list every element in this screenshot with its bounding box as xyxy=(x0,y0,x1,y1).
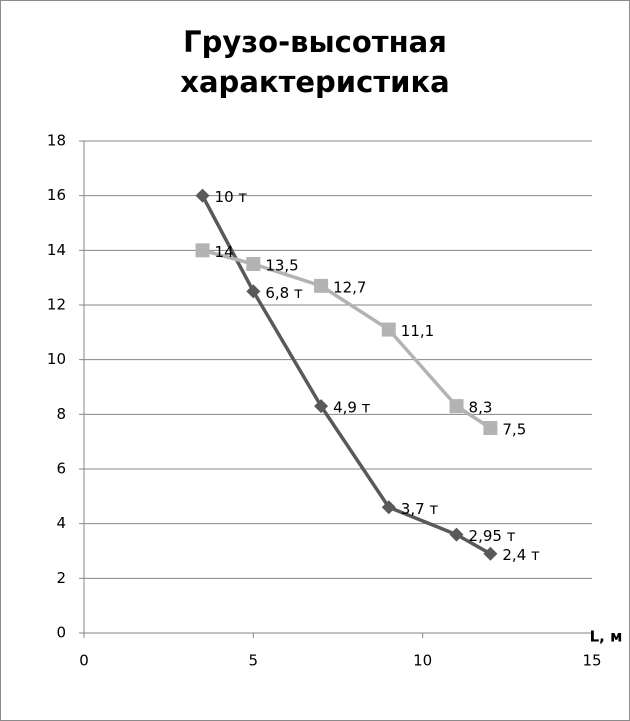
marker xyxy=(314,278,329,293)
y-tick-label: 18 xyxy=(47,132,66,150)
data-label: 13,5 xyxy=(265,257,298,275)
data-label: 14 xyxy=(215,243,234,261)
y-tick-label: 0 xyxy=(56,624,66,642)
y-tick-label: 6 xyxy=(56,460,66,478)
marker xyxy=(195,243,210,258)
marker xyxy=(449,399,464,414)
data-label: 12,7 xyxy=(333,278,366,296)
marker xyxy=(449,527,464,542)
data-label: 11,1 xyxy=(401,322,434,340)
data-label: 7,5 xyxy=(502,421,526,439)
x-tick-label: 15 xyxy=(582,652,601,670)
marker xyxy=(483,421,498,435)
marker xyxy=(381,322,396,337)
chart-title: Грузо-высотная характеристика xyxy=(180,25,450,99)
y-tick-label: 10 xyxy=(47,350,66,368)
x-tick-label: 5 xyxy=(249,652,259,670)
data-label: 10 т xyxy=(215,188,248,206)
data-label: 4,9 т xyxy=(333,399,371,417)
data-label: 8,3 xyxy=(469,399,493,417)
data-label: 6,8 т xyxy=(265,284,303,302)
y-tick-label: 2 xyxy=(56,569,66,587)
x-tick-label: 0 xyxy=(79,652,89,670)
y-tick-label: 8 xyxy=(56,405,66,423)
x-tick-label: 10 xyxy=(413,652,432,670)
marker xyxy=(483,546,498,561)
marker xyxy=(314,399,329,414)
data-label: 3,7 т xyxy=(401,500,439,518)
y-tick-label: 16 xyxy=(47,186,66,204)
series-line xyxy=(200,194,492,556)
y-tick-label: 14 xyxy=(47,241,66,259)
data-label: 2,95 т xyxy=(469,527,516,545)
marker xyxy=(381,500,396,515)
y-tick-label: 4 xyxy=(56,514,66,532)
marker xyxy=(195,188,210,203)
marker xyxy=(246,284,261,299)
marker xyxy=(246,257,261,271)
x-axis-label: L, м xyxy=(590,628,623,646)
data-label: 2,4 т xyxy=(502,546,540,564)
y-tick-label: 12 xyxy=(47,296,66,314)
